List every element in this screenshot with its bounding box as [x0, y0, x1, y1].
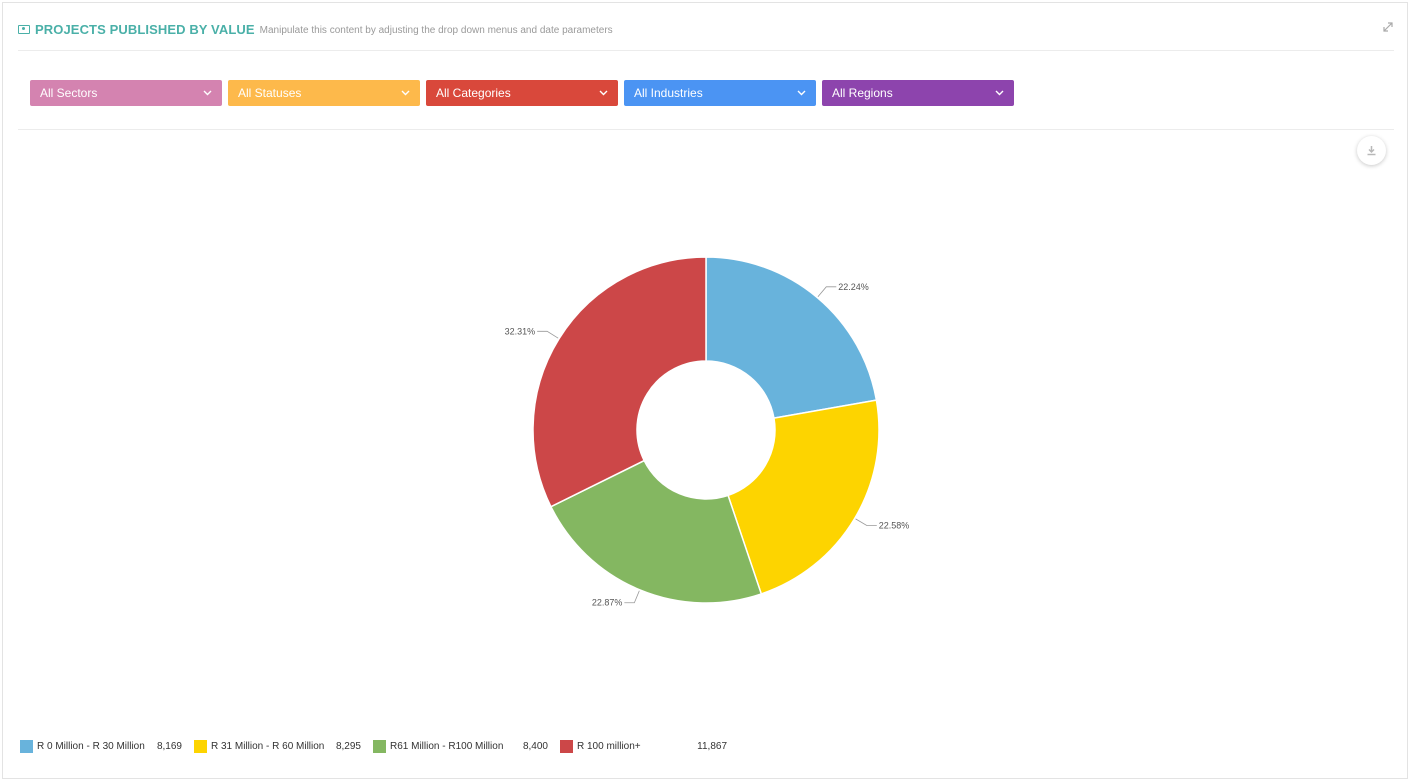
- dropdown-label: All Statuses: [238, 86, 302, 100]
- legend-label: R61 Million - R100 Million: [390, 741, 504, 752]
- dropdown-label: All Industries: [634, 86, 703, 100]
- legend-swatch: [194, 740, 207, 753]
- legend-item[interactable]: R 31 Million - R 60 Million 8,295: [194, 740, 361, 753]
- legend-value: 8,400: [522, 741, 548, 752]
- label-leader-line: [817, 286, 837, 298]
- chevron-down-icon: [401, 90, 410, 96]
- chevron-down-icon: [797, 90, 806, 96]
- percent-label: 22.24%: [838, 282, 869, 292]
- legend-item[interactable]: R 0 Million - R 30 Million 8,169: [20, 740, 182, 753]
- industries-dropdown[interactable]: All Industries: [624, 80, 816, 106]
- legend-label: R 31 Million - R 60 Million: [211, 741, 325, 752]
- legend-swatch: [20, 740, 33, 753]
- legend-value: 8,295: [335, 741, 361, 752]
- chevron-down-icon: [599, 90, 608, 96]
- chevron-down-icon: [203, 90, 212, 96]
- label-leader-line: [855, 518, 877, 526]
- filter-divider: [18, 129, 1394, 130]
- dropdown-label: All Regions: [832, 86, 893, 100]
- header-divider: [18, 50, 1394, 51]
- label-leader-line: [624, 590, 640, 604]
- pie-slice[interactable]: [727, 399, 880, 595]
- legend-item[interactable]: R61 Million - R100 Million 8,400: [373, 740, 548, 753]
- categories-dropdown[interactable]: All Categories: [426, 80, 618, 106]
- dropdown-label: All Sectors: [40, 86, 98, 100]
- pie-slice[interactable]: [549, 459, 763, 604]
- chart-legend: R 0 Million - R 30 Million 8,169 R 31 Mill…: [20, 740, 727, 753]
- legend-label: R 100 million+: [577, 741, 641, 752]
- chevron-down-icon: [995, 90, 1004, 96]
- percent-label: 22.58%: [879, 521, 910, 531]
- regions-dropdown[interactable]: All Regions: [822, 80, 1014, 106]
- legend-swatch: [560, 740, 573, 753]
- sectors-dropdown[interactable]: All Sectors: [30, 80, 222, 106]
- legend-value: 8,169: [156, 741, 182, 752]
- legend-value: 11,867: [697, 741, 727, 752]
- legend-label: R 0 Million - R 30 Million: [37, 741, 145, 752]
- money-icon: [18, 24, 30, 34]
- panel-subtitle: Manipulate this content by adjusting the…: [259, 24, 613, 36]
- percent-label: 32.31%: [505, 326, 536, 336]
- percent-label: 22.87%: [592, 598, 623, 608]
- download-button[interactable]: [1357, 136, 1386, 165]
- pie-slice[interactable]: [705, 256, 878, 419]
- download-icon: [1367, 146, 1376, 156]
- panel-header: PROJECTS PUBLISHED BY VALUE Manipulate t…: [18, 18, 1394, 40]
- expand-icon[interactable]: [1382, 21, 1394, 33]
- legend-item[interactable]: R 100 million+ 11,867: [560, 740, 727, 753]
- label-leader-line: [537, 330, 559, 339]
- panel-title: PROJECTS PUBLISHED BY VALUE: [35, 21, 255, 37]
- dropdown-label: All Categories: [436, 86, 511, 100]
- statuses-dropdown[interactable]: All Statuses: [228, 80, 420, 106]
- legend-swatch: [373, 740, 386, 753]
- filter-bar: All Sectors All Statuses All Categories …: [30, 80, 1014, 106]
- pie-slice[interactable]: [532, 256, 707, 508]
